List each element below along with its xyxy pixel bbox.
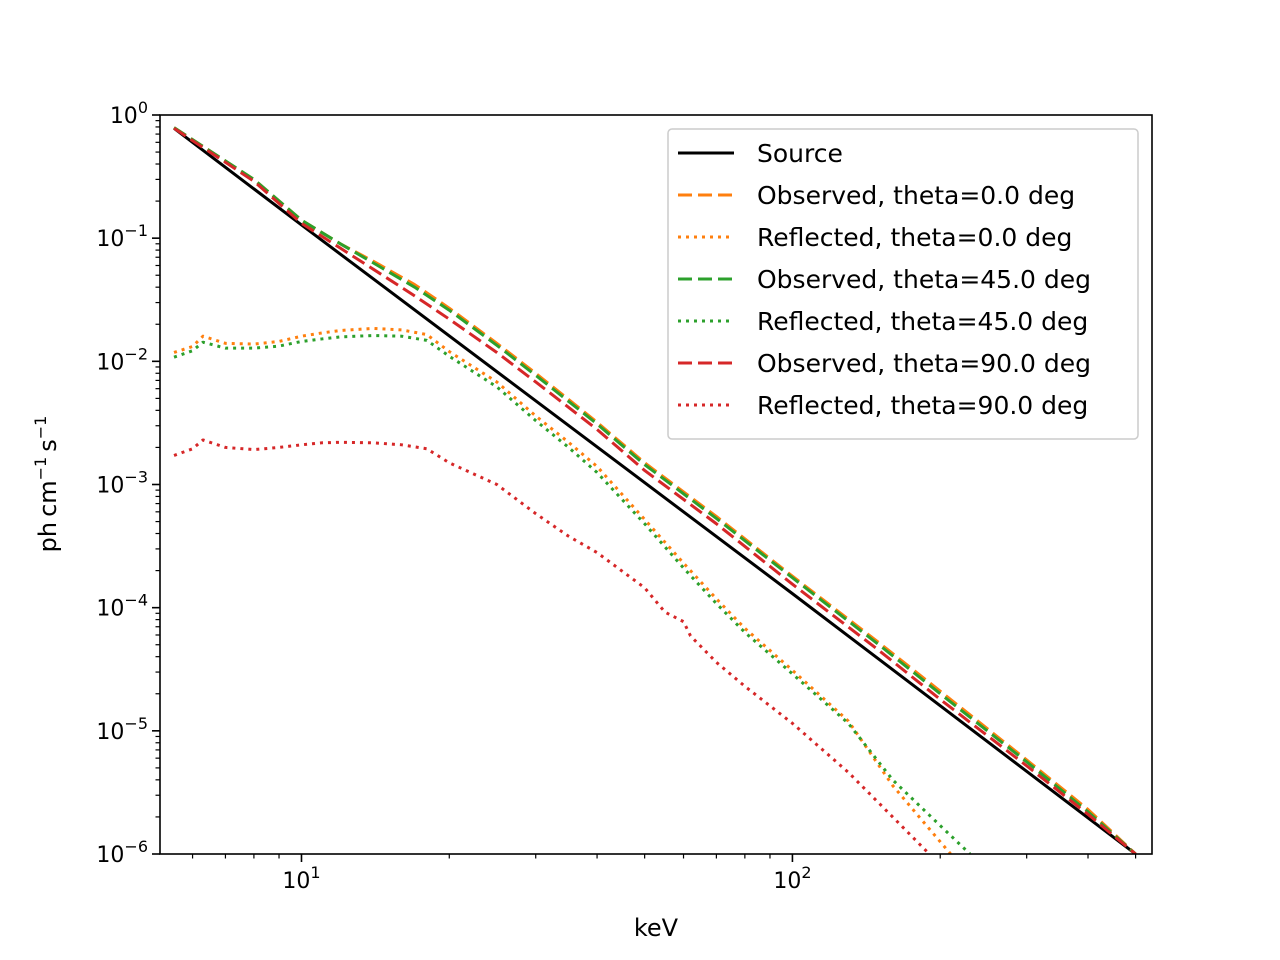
legend-label-0: Source xyxy=(757,139,843,168)
y-axis-label: phcm−1s−1 xyxy=(31,416,62,553)
y-axis-label-cm: cm xyxy=(34,480,62,517)
x-tick-label: 101 xyxy=(282,863,320,894)
y-axis-label-cm-exp: −1 xyxy=(31,457,50,481)
legend-label-5: Observed, theta=90.0 deg xyxy=(757,349,1091,378)
y-axis-label-ph: ph xyxy=(34,522,62,552)
y-tick-label: 10−2 xyxy=(96,344,148,375)
series-layer xyxy=(173,126,1137,854)
y-tick-label: 10−4 xyxy=(96,591,148,622)
x-axis-label: keV xyxy=(634,914,679,942)
y-axis-label-s: s xyxy=(34,439,62,452)
legend-label-1: Observed, theta=0.0 deg xyxy=(757,181,1075,210)
y-axis-label-s-exp: −1 xyxy=(31,416,50,440)
series-line-4 xyxy=(173,334,972,854)
major-ticks: 101 102 100 10−1 10−2 10−3 10−4 10−5 10−6 xyxy=(96,98,811,894)
legend-label-3: Observed, theta=45.0 deg xyxy=(757,265,1091,294)
y-tick-label: 10−6 xyxy=(96,837,148,868)
series-line-6 xyxy=(173,438,931,854)
legend: Source Observed, theta=0.0 deg Reflected, … xyxy=(667,128,1139,440)
plot-frame xyxy=(159,114,1153,855)
legend-label-4: Reflected, theta=45.0 deg xyxy=(757,307,1088,336)
legend-box xyxy=(667,128,1139,440)
legend-label-6: Reflected, theta=90.0 deg xyxy=(757,391,1088,420)
series-line-3 xyxy=(173,126,1137,854)
x-tick-label: 102 xyxy=(773,863,811,894)
y-tick-label: 10−5 xyxy=(96,714,148,745)
series-line-0 xyxy=(173,127,1137,854)
series-line-1 xyxy=(173,126,1137,854)
y-tick-label: 10−3 xyxy=(96,468,148,499)
legend-label-2: Reflected, theta=0.0 deg xyxy=(757,223,1072,252)
y-tick-label: 10−1 xyxy=(96,221,148,252)
y-tick-label: 100 xyxy=(110,98,148,129)
series-line-2 xyxy=(173,326,952,854)
series-line-5 xyxy=(173,127,1137,854)
